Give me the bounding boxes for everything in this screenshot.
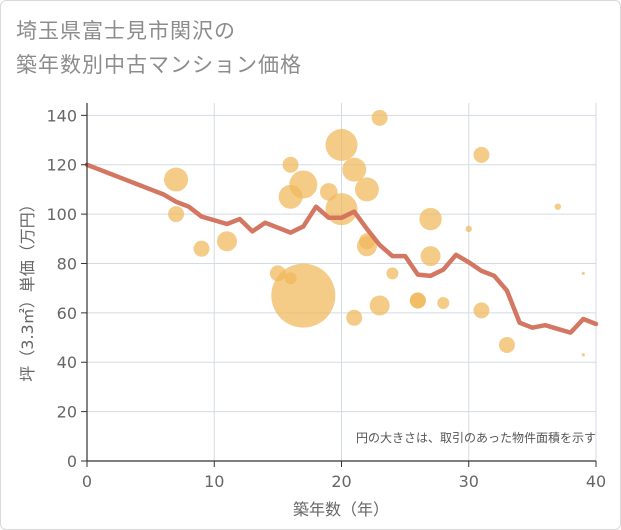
bubble-point — [282, 156, 299, 173]
bubble-point — [409, 292, 426, 309]
y-axis-label: 坪（3.3㎡）単価（万円） — [18, 196, 37, 381]
bubble-point — [346, 309, 363, 326]
x-tick-label: 30 — [459, 472, 479, 491]
x-tick-label: 0 — [82, 472, 92, 491]
bubble-point — [420, 246, 441, 267]
axes — [81, 103, 597, 467]
bubble-point — [168, 206, 185, 223]
chart-title: 埼玉県富士見市関沢の 築年数別中古マンション価格 — [16, 14, 302, 82]
grid-lines — [87, 103, 597, 461]
bubble-point — [498, 336, 515, 353]
bubble-point — [554, 203, 562, 210]
y-tick-label: 140 — [46, 106, 77, 125]
bubble-point — [371, 109, 388, 126]
bubble-point — [473, 146, 490, 163]
trend-line — [84, 162, 599, 335]
bubble-size-note: 円の大きさは、取引のあった物件面積を示す — [356, 430, 596, 445]
bubble-point — [473, 302, 490, 319]
bubble-point — [193, 240, 210, 257]
y-tick-label: 20 — [57, 403, 77, 422]
y-tick-label: 80 — [57, 254, 77, 273]
bubble-point — [271, 263, 336, 328]
x-axis-label: 築年数（年） — [293, 500, 389, 519]
x-tick-label: 10 — [204, 472, 224, 491]
bubble-point — [354, 177, 379, 202]
y-tick-label: 100 — [46, 205, 77, 224]
bubble-point — [465, 225, 472, 233]
bubble-point — [369, 295, 390, 316]
bubble-point — [342, 157, 367, 182]
bubble-point — [386, 267, 399, 280]
x-tick-label: 20 — [331, 472, 351, 491]
chart-title-line2: 築年数別中古マンション価格 — [16, 53, 302, 77]
y-tick-label: 60 — [57, 304, 77, 323]
tick-labels: 0 20 40 60 80 100 120 140 0 10 20 30 40 — [46, 106, 606, 491]
bubble-point — [581, 271, 585, 275]
y-tick-label: 120 — [46, 156, 77, 175]
y-tick-label: 0 — [67, 452, 77, 471]
bubble-point — [325, 128, 358, 161]
bubble-series — [164, 109, 585, 357]
bubble-point — [419, 207, 442, 231]
bubble-point — [437, 296, 450, 309]
bubble-point — [289, 170, 318, 199]
chart-title-line1: 埼玉県富士見市関沢の — [16, 19, 236, 43]
bubble-point — [325, 193, 358, 226]
bubble-point — [164, 167, 189, 192]
x-tick-label: 40 — [586, 472, 606, 491]
trend-series — [84, 162, 599, 335]
y-tick-label: 40 — [57, 353, 77, 372]
bubble-point — [581, 353, 585, 357]
bubble-point — [356, 236, 377, 257]
bubble-point — [216, 231, 237, 252]
